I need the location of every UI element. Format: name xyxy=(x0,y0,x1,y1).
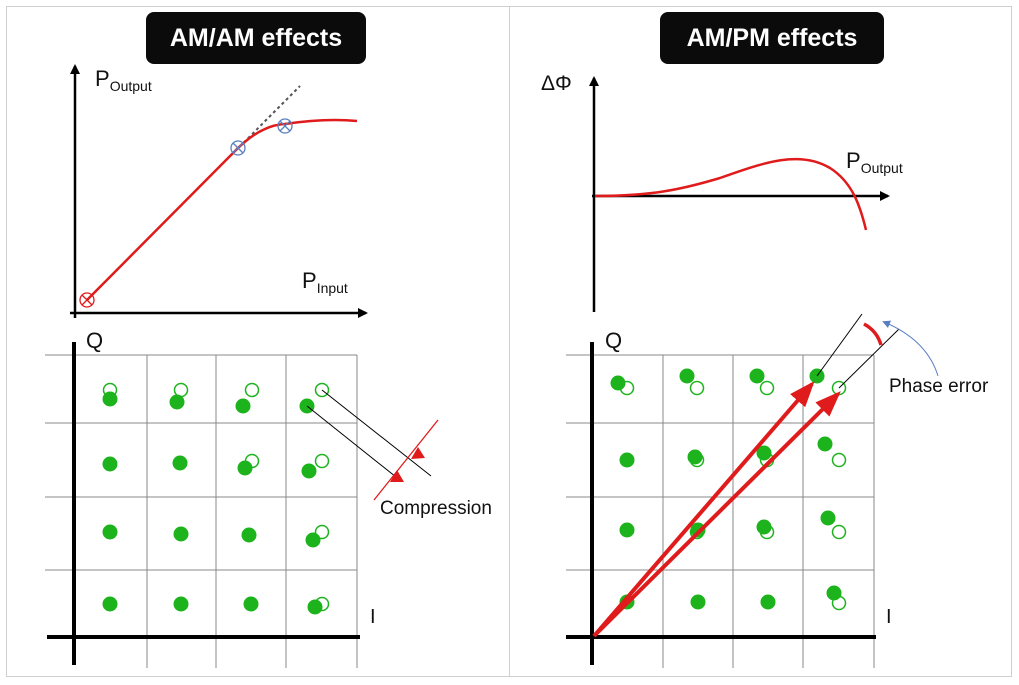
received-point xyxy=(172,455,188,471)
received-point xyxy=(301,463,317,479)
am-pm-y-axis-label: ΔΦ xyxy=(541,72,572,95)
received-point xyxy=(305,532,321,548)
compression-indicator xyxy=(306,389,439,501)
am-am-title: AM/AM effects xyxy=(146,12,366,64)
am-pm-constellation xyxy=(566,313,939,668)
compression-onset-marker xyxy=(230,140,246,156)
ideal-point xyxy=(831,452,847,468)
am-am-x-axis-label: PInput xyxy=(302,268,348,296)
received-point xyxy=(619,522,635,538)
received-point xyxy=(826,585,842,601)
received-point xyxy=(241,527,257,543)
origin-marker xyxy=(79,292,95,308)
received-points xyxy=(610,368,842,610)
am-pm-phase-plot xyxy=(589,76,890,312)
received-point xyxy=(756,519,772,535)
received-point xyxy=(237,460,253,476)
received-point xyxy=(102,524,118,540)
am-pm-x-axis-label: POutput xyxy=(846,148,903,176)
am-am-transfer-plot xyxy=(70,64,368,318)
compression-curve xyxy=(86,118,358,301)
received-point xyxy=(687,449,703,465)
am-pm-q-label: Q xyxy=(605,328,623,353)
received-points xyxy=(102,391,323,615)
phase-error-vectors xyxy=(592,313,939,638)
received-vector-arrow xyxy=(592,380,815,638)
ideal-vector-arrow xyxy=(592,391,841,638)
received-point xyxy=(756,445,772,461)
panel-divider xyxy=(509,6,510,677)
received-point xyxy=(307,599,323,615)
am-pm-title: AM/PM effects xyxy=(660,12,884,64)
am-am-grid xyxy=(45,354,358,668)
ideal-point xyxy=(831,524,847,540)
ideal-point xyxy=(759,380,775,396)
received-point xyxy=(690,594,706,610)
phase-curve xyxy=(594,157,868,231)
am-am-constellation xyxy=(45,342,439,668)
received-point xyxy=(102,456,118,472)
ideal-point xyxy=(314,453,330,469)
am-pm-grid xyxy=(566,354,875,668)
received-point xyxy=(610,375,626,391)
am-am-y-axis-label: POutput xyxy=(95,66,152,94)
ideal-point xyxy=(244,382,260,398)
am-pm-i-label: I xyxy=(886,606,892,628)
received-point xyxy=(243,596,259,612)
received-point xyxy=(619,452,635,468)
phase-error-label: Phase error xyxy=(889,376,989,397)
phase-error-arc xyxy=(863,322,883,346)
am-am-i-label: I xyxy=(370,606,376,628)
am-am-q-label: Q xyxy=(86,328,104,353)
compression-label: Compression xyxy=(380,498,492,519)
saturation-marker xyxy=(277,118,293,134)
received-point xyxy=(169,394,185,410)
received-point xyxy=(820,510,836,526)
ideal-point xyxy=(689,380,705,396)
received-point xyxy=(173,596,189,612)
received-point xyxy=(235,398,251,414)
received-point xyxy=(817,436,833,452)
received-point xyxy=(102,596,118,612)
received-point xyxy=(173,526,189,542)
received-point xyxy=(102,391,118,407)
received-point xyxy=(760,594,776,610)
received-point xyxy=(749,368,765,384)
phase-error-pointer xyxy=(882,320,939,377)
received-point xyxy=(679,368,695,384)
received-point xyxy=(690,522,706,538)
